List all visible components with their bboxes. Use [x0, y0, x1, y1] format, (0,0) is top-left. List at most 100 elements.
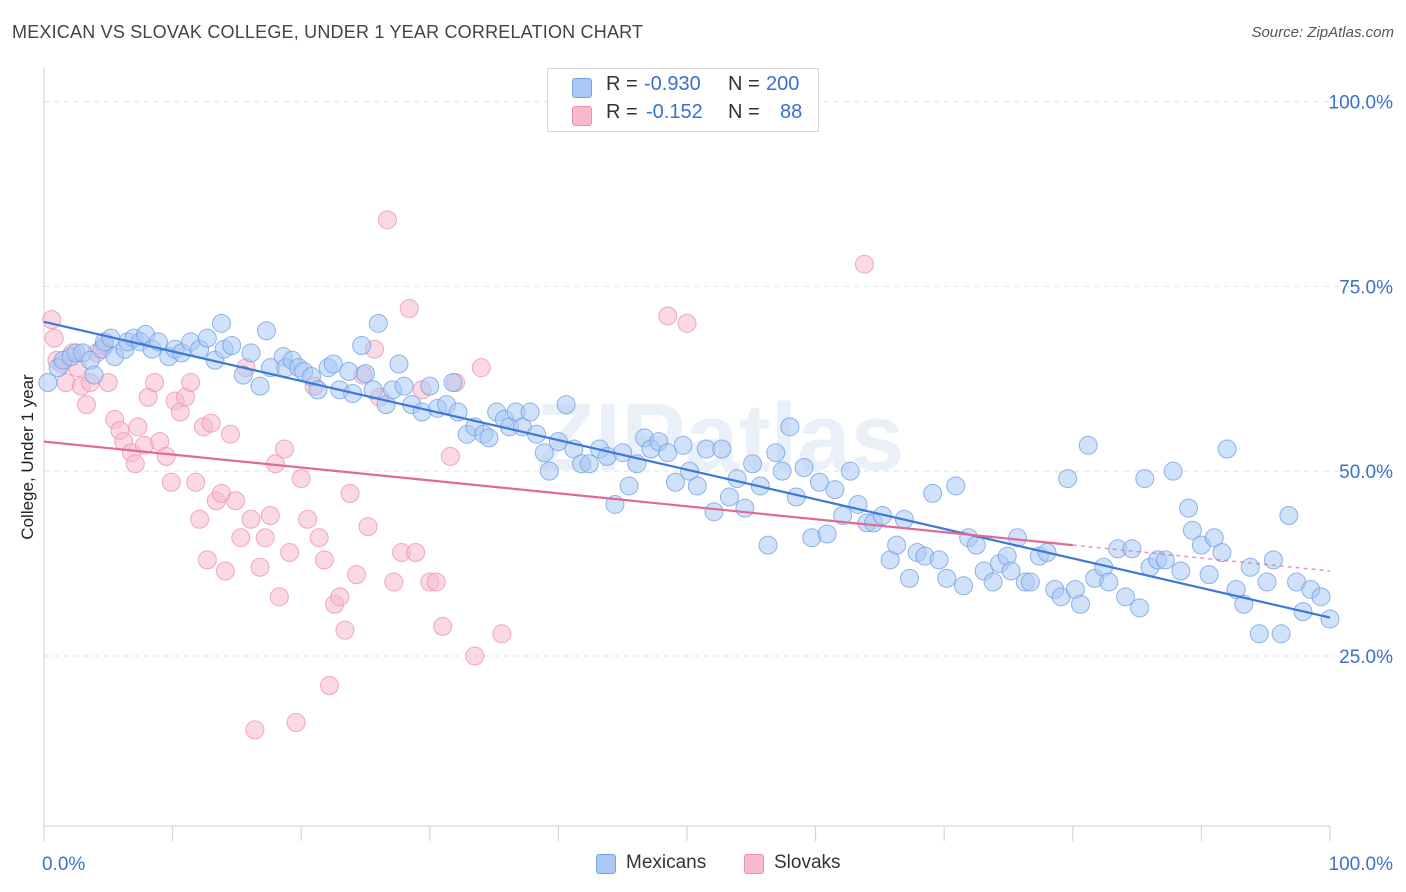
- data-point: [368, 313, 388, 333]
- slovaks-swatch: [572, 106, 592, 126]
- data-point: [201, 413, 221, 433]
- data-point: [492, 624, 512, 644]
- data-point: [346, 565, 366, 585]
- data-point: [340, 483, 360, 503]
- data-point: [44, 328, 64, 348]
- data-point: [1311, 587, 1331, 607]
- correlation-legend: R = -0.930 N = 200 R = -0.152 N = 88: [547, 68, 819, 132]
- data-point: [352, 336, 372, 356]
- data-point: [211, 313, 231, 333]
- data-point: [291, 469, 311, 489]
- data-point: [840, 461, 860, 481]
- n-value: 200: [766, 73, 800, 95]
- data-point: [719, 487, 739, 507]
- data-point: [579, 454, 599, 474]
- chart-title: MEXICAN VS SLOVAK COLLEGE, UNDER 1 YEAR …: [12, 22, 644, 42]
- r-label: R =: [606, 101, 638, 123]
- data-point: [1249, 624, 1269, 644]
- data-point: [399, 299, 419, 319]
- data-point: [534, 443, 554, 463]
- x-tick-label: 100.0%: [1329, 854, 1394, 875]
- y-tick-label: 25.0%: [1339, 647, 1393, 668]
- data-point: [953, 576, 973, 596]
- data-point: [241, 509, 261, 529]
- data-point: [854, 254, 874, 274]
- data-point: [809, 472, 829, 492]
- data-point: [887, 535, 907, 555]
- data-point: [1217, 439, 1237, 459]
- data-point: [255, 528, 275, 548]
- data-point: [556, 395, 576, 415]
- data-point: [286, 713, 306, 733]
- data-point: [539, 461, 559, 481]
- data-point: [727, 469, 747, 489]
- data-point: [215, 561, 235, 581]
- data-point: [358, 517, 378, 537]
- data-point: [38, 372, 58, 392]
- data-point: [128, 417, 148, 437]
- r-value: -0.152: [646, 101, 703, 123]
- n-label: N =: [728, 101, 760, 123]
- legend-label: Mexicans: [626, 852, 707, 873]
- data-point: [1130, 598, 1150, 618]
- y-axis-title: College, Under 1 year: [18, 374, 37, 540]
- data-point: [743, 454, 763, 474]
- data-point: [1199, 565, 1219, 585]
- data-point: [619, 476, 639, 496]
- data-point: [76, 395, 96, 415]
- data-point: [231, 528, 251, 548]
- y-tick-label: 50.0%: [1339, 462, 1393, 483]
- data-point: [161, 472, 181, 492]
- data-point: [1182, 520, 1202, 540]
- mexicans-swatch: [572, 78, 592, 98]
- data-point: [269, 587, 289, 607]
- data-point: [1320, 609, 1340, 629]
- data-point: [1116, 587, 1136, 607]
- data-point: [384, 572, 404, 592]
- data-point: [520, 402, 540, 422]
- data-point: [825, 480, 845, 500]
- data-point: [677, 313, 697, 333]
- data-point: [197, 550, 217, 570]
- data-point: [1078, 435, 1098, 455]
- data-point: [250, 557, 270, 577]
- data-point: [1099, 572, 1119, 592]
- data-point: [125, 454, 145, 474]
- data-point: [377, 210, 397, 230]
- data-point: [335, 620, 355, 640]
- data-point: [394, 376, 414, 396]
- data-point: [443, 372, 463, 392]
- data-point: [298, 509, 318, 529]
- data-point: [260, 506, 280, 526]
- data-point: [899, 568, 919, 588]
- r-label: R =: [606, 73, 638, 95]
- data-point: [190, 509, 210, 529]
- data-point: [794, 457, 814, 477]
- source-label: Source: ZipAtlas.com: [1251, 24, 1394, 41]
- data-point: [937, 568, 957, 588]
- data-point: [479, 428, 499, 448]
- trend-line-slovaks: [43, 440, 1073, 547]
- data-point: [465, 646, 485, 666]
- data-point: [923, 483, 943, 503]
- data-point: [433, 616, 453, 636]
- data-point: [1257, 572, 1277, 592]
- data-point: [1122, 539, 1142, 559]
- data-point: [222, 336, 242, 356]
- y-tick-label: 100.0%: [1329, 93, 1394, 114]
- data-point: [704, 502, 724, 522]
- data-point: [1179, 498, 1199, 518]
- data-point: [280, 542, 300, 562]
- data-point: [946, 476, 966, 496]
- data-point: [1279, 506, 1299, 526]
- data-point: [1263, 550, 1283, 570]
- data-point: [817, 524, 837, 544]
- data-point: [245, 720, 265, 740]
- data-point: [1020, 572, 1040, 592]
- trend-line-mexicans: [43, 320, 1331, 619]
- data-point: [440, 446, 460, 466]
- data-point: [323, 354, 343, 374]
- n-label: N =: [728, 73, 760, 95]
- data-point: [1001, 561, 1021, 581]
